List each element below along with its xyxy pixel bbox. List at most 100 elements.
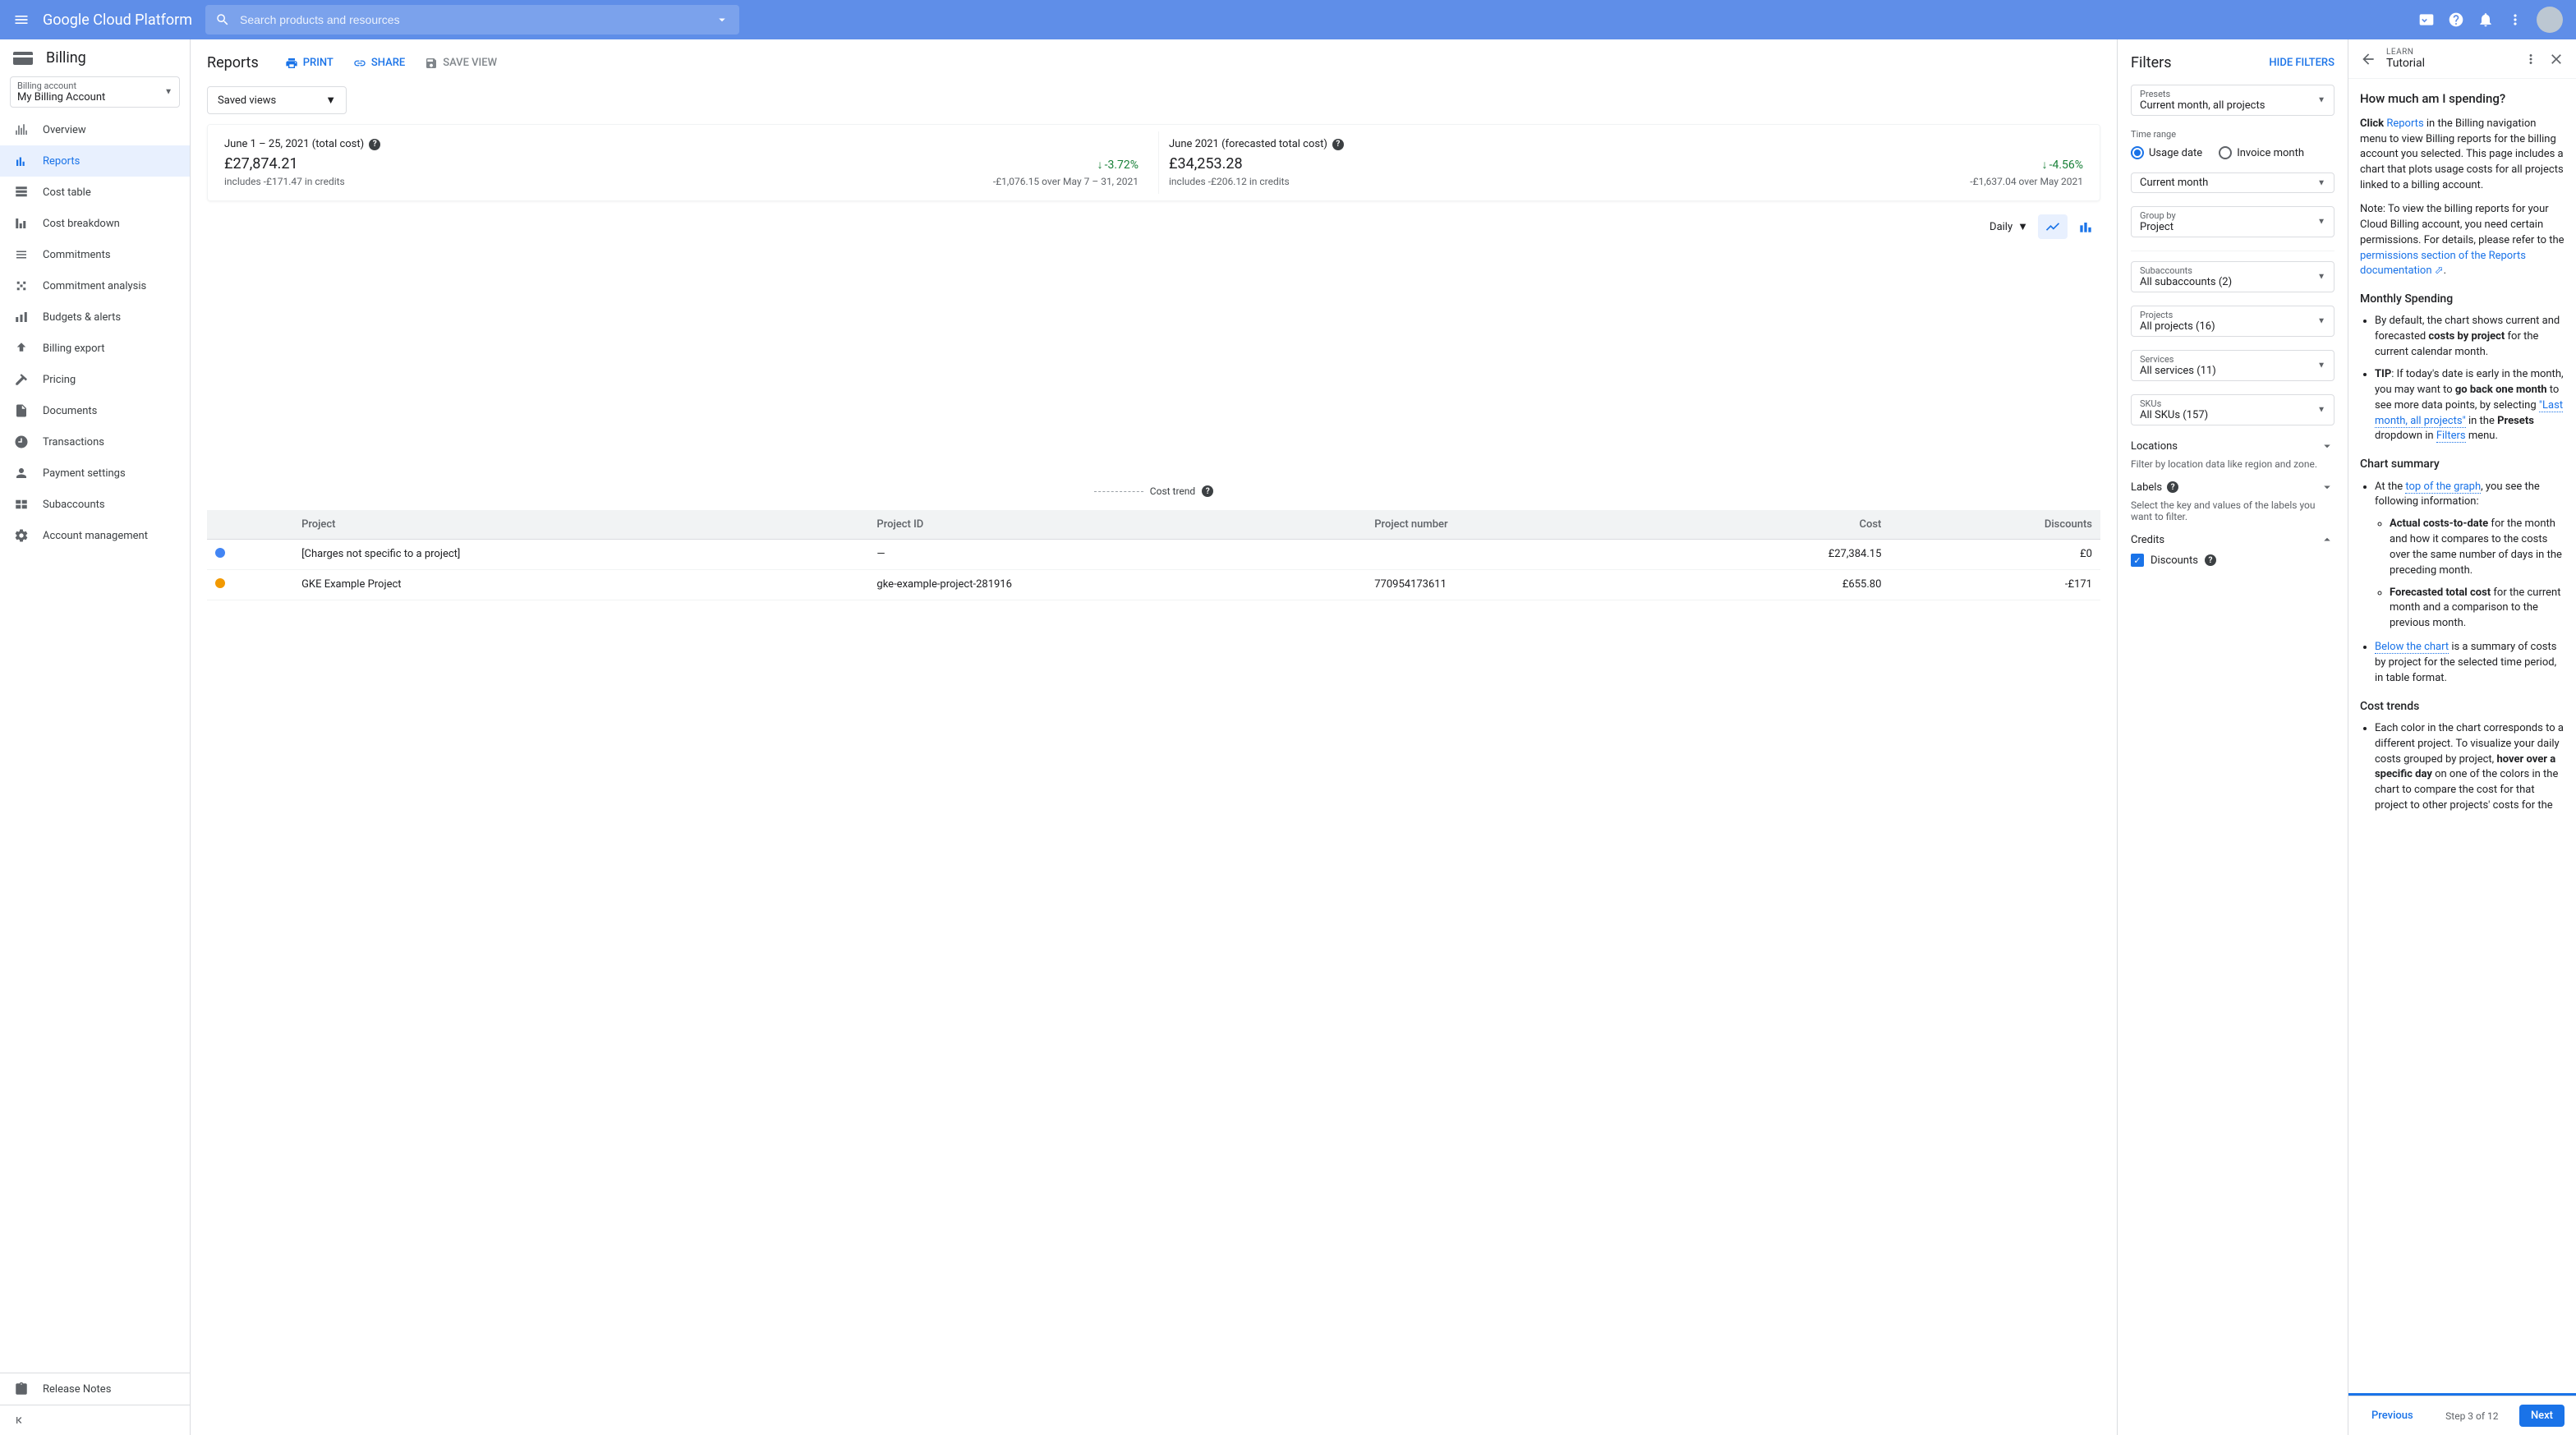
saved-views-select[interactable]: Saved views ▼: [207, 86, 347, 114]
radio-checked-icon: [2131, 146, 2144, 159]
billing-account-select[interactable]: Billing account My Billing Account ▼: [10, 76, 180, 108]
release-notes-icon: [13, 1382, 30, 1396]
close-icon[interactable]: [2548, 51, 2564, 67]
reports-link[interactable]: Reports: [2386, 117, 2423, 130]
nav-icon: [13, 497, 30, 512]
chevron-down-icon: ▼: [2317, 406, 2325, 415]
back-icon[interactable]: [2360, 51, 2376, 67]
invoice-month-radio[interactable]: Invoice month: [2219, 146, 2304, 159]
trend-line-icon: [1094, 491, 1143, 492]
hide-filters-button[interactable]: HIDE FILTERS: [2269, 57, 2334, 69]
labels-filter[interactable]: Labels ?: [2131, 480, 2334, 494]
filters-link[interactable]: Filters: [2436, 430, 2466, 443]
search-icon: [215, 12, 230, 27]
sidebar-item-billing-export[interactable]: Billing export: [0, 333, 190, 364]
nav-icon: [13, 310, 30, 324]
skus-select[interactable]: SKUs All SKUs (157) ▼: [2131, 394, 2334, 425]
table-header: [207, 510, 293, 540]
help-icon[interactable]: ?: [2167, 481, 2178, 493]
collapse-sidebar-button[interactable]: [0, 1405, 190, 1435]
left-sidebar: Billing Billing account My Billing Accou…: [0, 39, 191, 1435]
series-color-dot: [215, 578, 225, 588]
chevron-down-icon: ▼: [164, 88, 172, 97]
credits-filter[interactable]: Credits: [2131, 532, 2334, 547]
help-icon[interactable]: ?: [1332, 139, 1344, 150]
usage-date-radio[interactable]: Usage date: [2131, 146, 2202, 159]
sidebar-item-commitment-analysis[interactable]: Commitment analysis: [0, 270, 190, 301]
nav-icon: [13, 278, 30, 293]
release-notes-link[interactable]: Release Notes: [0, 1373, 190, 1405]
help-icon[interactable]: [2448, 11, 2464, 28]
sidebar-item-pricing[interactable]: Pricing: [0, 364, 190, 395]
group-by-select[interactable]: Group by Project ▼: [2131, 206, 2334, 237]
chevron-down-icon: ▼: [2317, 317, 2325, 326]
summary-cards: June 1 – 25, 2021 (total cost) ? £27,874…: [207, 124, 2100, 201]
nav-icon: [13, 403, 30, 418]
bar-chart-toggle[interactable]: [2071, 214, 2100, 239]
billing-account-value: My Billing Account: [17, 91, 172, 103]
gcp-logo[interactable]: Google Cloud Platform: [43, 11, 192, 29]
granularity-select[interactable]: Daily ▼: [1990, 220, 2028, 233]
table-row[interactable]: GKE Example Projectgke-example-project-2…: [207, 570, 2100, 600]
search-box[interactable]: [205, 5, 739, 34]
sidebar-item-account-management[interactable]: Account management: [0, 520, 190, 551]
cost-table: ProjectProject IDProject numberCostDisco…: [207, 510, 2100, 600]
search-input[interactable]: [240, 13, 705, 26]
subaccounts-select[interactable]: Subaccounts All subaccounts (2) ▼: [2131, 261, 2334, 292]
presets-select[interactable]: Presets Current month, all projects ▼: [2131, 85, 2334, 116]
top-bar: Google Cloud Platform: [0, 0, 2576, 39]
last-month-link[interactable]: "Last month, all projects": [2375, 399, 2563, 428]
search-dropdown-icon[interactable]: [715, 12, 729, 27]
billing-account-label: Billing account: [17, 80, 172, 91]
previous-button[interactable]: Previous: [2360, 1405, 2425, 1427]
save-view-button[interactable]: SAVE VIEW: [425, 57, 497, 70]
nav-icon: [13, 341, 30, 356]
sidebar-item-cost-table[interactable]: Cost table: [0, 177, 190, 208]
nav-icon: [13, 122, 30, 137]
help-icon[interactable]: ?: [2205, 554, 2216, 566]
sidebar-item-reports[interactable]: Reports: [0, 145, 190, 177]
nav-icon: [13, 185, 30, 200]
locations-filter[interactable]: Locations: [2131, 439, 2334, 453]
permissions-link[interactable]: permissions section of the Reports docum…: [2360, 250, 2526, 278]
sidebar-item-subaccounts[interactable]: Subaccounts: [0, 489, 190, 520]
more-icon[interactable]: [2507, 11, 2523, 28]
delta-down-icon: ↓ -4.56%: [2042, 158, 2083, 172]
chevron-down-icon: [2320, 439, 2334, 453]
cloud-shell-icon[interactable]: [2418, 11, 2435, 28]
print-button[interactable]: PRINT: [285, 57, 334, 70]
discounts-checkbox[interactable]: ✓ Discounts ?: [2131, 554, 2334, 567]
services-select[interactable]: Services All services (11) ▼: [2131, 350, 2334, 381]
menu-icon[interactable]: [13, 11, 30, 28]
projects-select[interactable]: Projects All projects (16) ▼: [2131, 306, 2334, 337]
reports-panel: Reports PRINT SHARE SAVE VIEW: [191, 39, 2118, 1435]
chevron-down-icon: ▼: [2317, 218, 2325, 227]
below-chart-link[interactable]: Below the chart: [2375, 641, 2449, 654]
nav-icon: [13, 154, 30, 168]
table-row[interactable]: [Charges not specific to a project]—£27,…: [207, 540, 2100, 570]
share-button[interactable]: SHARE: [353, 57, 405, 70]
sidebar-item-commitments[interactable]: Commitments: [0, 239, 190, 270]
sidebar-item-cost-breakdown[interactable]: Cost breakdown: [0, 208, 190, 239]
notifications-icon[interactable]: [2477, 11, 2494, 28]
sidebar-item-transactions[interactable]: Transactions: [0, 426, 190, 458]
sidebar-item-budgets-alerts[interactable]: Budgets & alerts: [0, 301, 190, 333]
sidebar-item-overview[interactable]: Overview: [0, 114, 190, 145]
table-header: Project ID: [868, 510, 1366, 540]
top-of-graph-link[interactable]: top of the graph: [2405, 481, 2481, 494]
avatar[interactable]: [2537, 7, 2563, 33]
line-chart-toggle[interactable]: [2038, 214, 2068, 239]
more-icon[interactable]: [2523, 52, 2538, 67]
help-icon[interactable]: ?: [1202, 485, 1213, 497]
sidebar-item-documents[interactable]: Documents: [0, 395, 190, 426]
time-range-select[interactable]: Current month ▼: [2131, 172, 2334, 193]
filters-panel: Filters HIDE FILTERS Presets Current mon…: [2118, 39, 2348, 1435]
filters-title: Filters: [2131, 54, 2172, 71]
chevron-down-icon: ▼: [2017, 220, 2028, 233]
radio-unchecked-icon: [2219, 146, 2232, 159]
table-header: Project: [293, 510, 868, 540]
table-header: Project number: [1366, 510, 1661, 540]
next-button[interactable]: Next: [2519, 1405, 2564, 1427]
help-icon[interactable]: ?: [369, 139, 380, 150]
sidebar-item-payment-settings[interactable]: Payment settings: [0, 458, 190, 489]
